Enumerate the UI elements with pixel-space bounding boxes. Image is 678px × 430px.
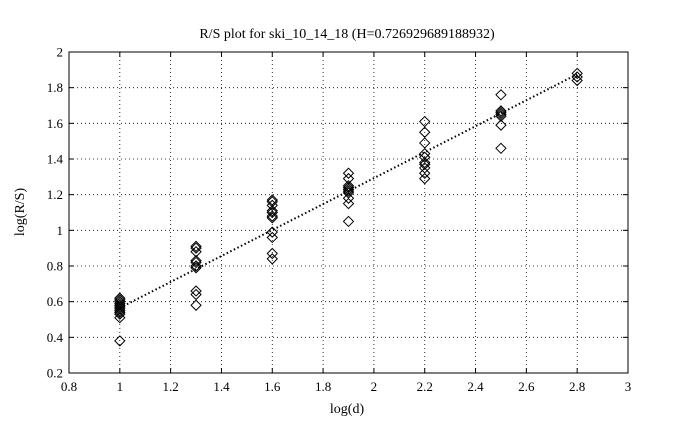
data-point-0 (114, 335, 126, 347)
data-point-51 (419, 126, 431, 138)
y-tick-labels: 0.2 0.4 0.6 0.8 1 1.2 1.4 1.6 1.8 2 (47, 45, 64, 381)
data-point-10 (114, 294, 126, 306)
data-point-25 (266, 226, 278, 238)
x-tick-label-11: 3 (625, 379, 632, 394)
data-point-44 (419, 167, 431, 179)
data-point-59 (495, 89, 507, 101)
x-tick-label-4: 1.6 (264, 379, 281, 394)
y-tick-label-3: 0.8 (47, 259, 63, 274)
x-tick-label-2: 1.2 (163, 379, 179, 394)
x-tick-label-9: 2.6 (518, 379, 535, 394)
data-point-31 (266, 196, 278, 208)
data-point-17 (190, 256, 202, 269)
y-tick-label-1: 0.4 (47, 330, 64, 345)
x-tick-label-8: 2.4 (467, 379, 484, 394)
y-tick-label-8: 1.8 (47, 80, 63, 95)
data-point-28 (266, 206, 278, 219)
data-point-58 (495, 105, 507, 117)
data-point-26 (266, 212, 278, 224)
data-point-41 (342, 172, 355, 185)
data-point-22 (266, 253, 278, 265)
data-point-20 (190, 242, 202, 254)
data-point-47 (419, 156, 431, 169)
x-tick-label-10: 2.8 (569, 379, 585, 394)
data-point-34 (342, 197, 355, 210)
data-point-21 (190, 240, 202, 253)
axis-ticks (68, 51, 629, 374)
data-point-46 (419, 158, 431, 171)
data-point-54 (495, 119, 507, 131)
data-point-43 (419, 172, 431, 185)
x-tick-label-3: 1.4 (213, 379, 230, 394)
data-point-53 (495, 142, 507, 155)
data-point-12 (190, 299, 202, 311)
data-point-33 (342, 215, 355, 228)
y-axis-label: log(R/S) (13, 188, 28, 237)
data-point-57 (495, 106, 507, 119)
chart-title: R/S plot for ski_10_14_18 (H=0.726929689… (199, 27, 495, 42)
data-point-29 (266, 205, 278, 217)
data-points (114, 67, 583, 347)
data-point-40 (342, 180, 355, 192)
data-point-23 (266, 247, 278, 260)
x-tick-label-7: 2.2 (417, 379, 433, 394)
x-tick-label-1: 1 (117, 379, 124, 394)
data-point-13 (190, 288, 202, 301)
grid-lines (69, 52, 628, 373)
y-tick-label-0: 0.2 (47, 366, 63, 381)
data-point-11 (114, 292, 126, 304)
data-point-39 (342, 181, 355, 194)
data-point-15 (190, 262, 202, 274)
data-point-18 (190, 254, 202, 267)
data-point-50 (419, 137, 431, 149)
y-tick-label-5: 1.2 (47, 187, 63, 202)
y-tick-label-2: 0.6 (47, 294, 64, 309)
y-tick-label-7: 1.6 (47, 116, 64, 131)
x-axis-label: log(d) (330, 402, 365, 417)
data-point-52 (419, 115, 431, 128)
data-point-42 (342, 167, 355, 179)
data-point-24 (266, 231, 278, 244)
data-point-49 (419, 147, 431, 160)
x-tick-labels: 0.8 1 1.2 1.4 1.6 1.8 2 2.2 2.4 2.6 2.8 3 (61, 379, 631, 394)
y-tick-label-9: 2 (57, 45, 64, 60)
y-tick-label-4: 1 (57, 223, 64, 238)
x-tick-label-6: 2 (371, 379, 378, 394)
data-point-35 (342, 192, 355, 204)
data-point-62 (571, 67, 583, 80)
y-tick-label-6: 1.4 (47, 152, 64, 167)
plot-area-frame (68, 51, 629, 374)
data-point-14 (190, 285, 202, 297)
data-point-32 (266, 194, 278, 206)
x-tick-label-0: 0.8 (61, 379, 77, 394)
x-tick-label-5: 1.8 (315, 379, 331, 394)
